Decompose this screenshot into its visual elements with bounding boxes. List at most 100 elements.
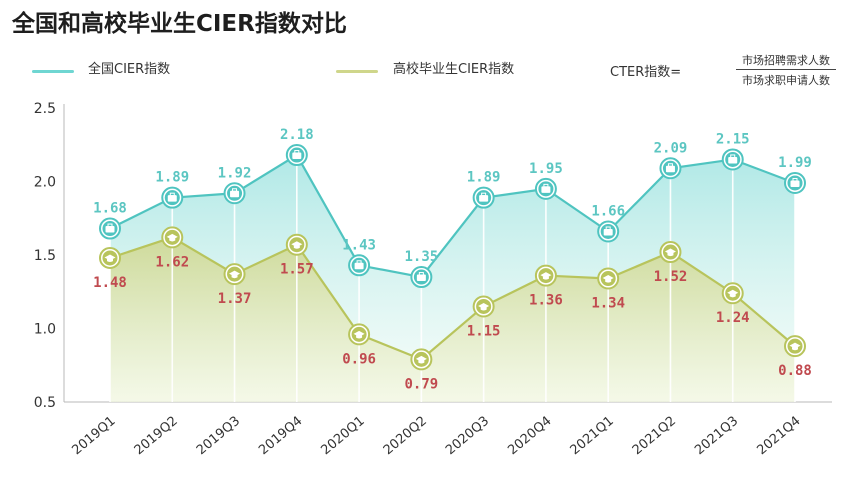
briefcase-body <box>416 274 426 282</box>
national-data-label: 1.68 <box>93 201 127 217</box>
college-data-label: 0.96 <box>342 351 376 367</box>
x-tick-label: 2020Q4 <box>505 414 554 459</box>
x-tick-label: 2020Q1 <box>318 414 367 459</box>
briefcase-icon <box>472 186 495 209</box>
briefcase-handle <box>543 183 549 188</box>
x-tick-label: 2021Q1 <box>568 414 617 459</box>
college-data-label: 0.79 <box>405 376 439 392</box>
briefcase-handle <box>667 163 673 167</box>
graduation-cap-icon <box>597 267 620 290</box>
y-tick-label: 1.5 <box>34 248 56 264</box>
briefcase-handle <box>792 177 798 182</box>
graduation-cap-icon <box>659 241 682 264</box>
cap-base <box>605 279 612 283</box>
college-data-label: 1.24 <box>716 310 750 326</box>
graduation-cap-icon <box>161 226 184 249</box>
college-data-label: 1.34 <box>591 296 625 312</box>
college-data-label: 1.15 <box>467 323 501 339</box>
briefcase-icon <box>99 217 121 240</box>
national-data-label: 1.35 <box>405 249 439 265</box>
briefcase-body <box>603 228 613 236</box>
graduation-cap-icon <box>410 348 433 371</box>
legend-swatch-national <box>32 70 74 73</box>
briefcase-icon <box>410 266 433 289</box>
national-data-label: 2.09 <box>654 140 688 156</box>
formula-lhs: CTER指数= <box>610 65 682 80</box>
briefcase-body <box>541 186 551 193</box>
briefcase-icon <box>223 182 246 205</box>
x-tick-label: 2021Q4 <box>754 414 803 459</box>
briefcase-handle <box>605 226 611 230</box>
cap-base <box>169 238 176 242</box>
college-area <box>110 237 795 402</box>
y-tick-label: 2.5 <box>34 101 56 117</box>
national-data-label: 1.43 <box>342 237 376 253</box>
college-data-label: 1.62 <box>155 254 189 270</box>
graduation-cap-icon <box>721 282 744 305</box>
y-tick-label: 0.5 <box>34 395 56 411</box>
legend-label-national: 全国CIER指数 <box>88 62 171 77</box>
graduation-cap-icon <box>348 323 371 346</box>
briefcase-body <box>105 226 115 233</box>
briefcase-handle <box>730 154 736 158</box>
national-data-label: 1.99 <box>778 155 812 171</box>
formula-numerator: 市场招聘需求人数 <box>736 52 836 70</box>
chart-title: 全国和高校毕业生CIER指数对比 <box>12 11 347 37</box>
college-data-label: 0.88 <box>778 363 812 379</box>
briefcase-icon <box>784 171 806 194</box>
briefcase-body <box>665 165 675 173</box>
briefcase-icon <box>161 186 184 209</box>
legend-label-college: 高校毕业生CIER指数 <box>393 62 515 77</box>
briefcase-handle <box>232 188 238 192</box>
briefcase-body <box>728 156 738 164</box>
college-series-line <box>109 236 796 361</box>
briefcase-handle <box>418 272 424 276</box>
x-tick-label: 2019Q2 <box>132 414 181 459</box>
briefcase-icon <box>285 144 308 167</box>
formula-denominator: 市场求职申请人数 <box>742 74 830 87</box>
briefcase-body <box>354 262 364 270</box>
graduation-cap-icon <box>99 246 121 269</box>
national-data-label: 1.66 <box>591 203 625 219</box>
graduation-cap-icon <box>472 295 495 318</box>
cap-base <box>418 360 425 364</box>
national-data-label: 1.89 <box>155 170 189 186</box>
briefcase-handle <box>481 192 487 197</box>
national-data-label: 1.95 <box>529 161 563 177</box>
national-data-label: 2.18 <box>280 127 314 143</box>
x-tick-label: 2019Q3 <box>194 414 243 459</box>
national-data-label: 2.15 <box>716 131 750 147</box>
graduation-cap-icon <box>223 263 246 286</box>
cap-base <box>542 276 549 280</box>
x-tick-label: 2021Q2 <box>630 414 679 459</box>
briefcase-icon <box>534 177 557 200</box>
cap-base <box>293 245 300 249</box>
briefcase-body <box>167 195 177 202</box>
y-tick-label: 2.0 <box>34 175 56 191</box>
briefcase-body <box>292 152 302 160</box>
x-tick-label: 2021Q3 <box>692 414 741 459</box>
y-tick-label: 1.0 <box>34 322 56 338</box>
cap-base <box>792 347 798 351</box>
briefcase-body <box>230 190 240 198</box>
college-data-label: 1.52 <box>654 269 688 285</box>
cap-base <box>356 335 363 339</box>
college-data-label: 1.37 <box>218 291 252 307</box>
briefcase-handle <box>294 150 300 154</box>
x-tick-label: 2019Q4 <box>256 414 305 459</box>
cap-base <box>729 294 736 298</box>
cap-base <box>107 258 113 263</box>
graduation-cap-icon <box>285 233 308 256</box>
cap-base <box>480 307 487 311</box>
briefcase-icon <box>721 148 744 171</box>
briefcase-body <box>790 180 800 187</box>
briefcase-body <box>479 195 489 202</box>
college-data-label: 1.57 <box>280 262 314 278</box>
national-data-label: 1.92 <box>218 165 252 181</box>
graduation-cap-icon <box>784 335 806 358</box>
college-data-label: 1.36 <box>529 293 563 309</box>
x-tick-label: 2020Q2 <box>381 414 430 459</box>
briefcase-handle <box>356 260 362 264</box>
x-tick-label: 2019Q1 <box>69 414 118 459</box>
